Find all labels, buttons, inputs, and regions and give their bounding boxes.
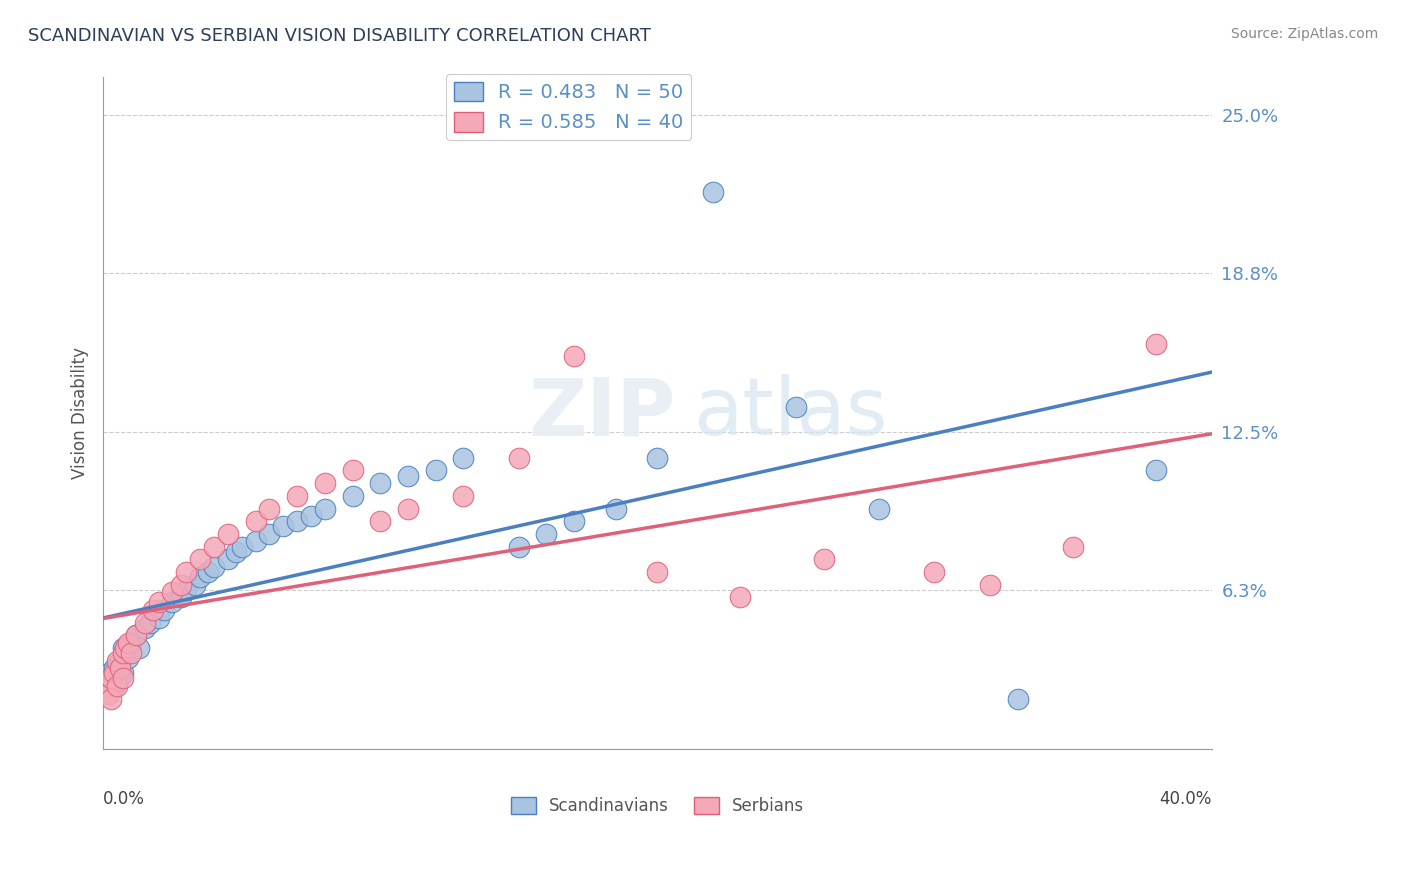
Point (285, 489, 308, 503)
Point (114, 646, 136, 660)
Point (368, 476, 391, 491)
Point (813, 552, 835, 566)
Point (197, 565, 219, 579)
Point (396, 501, 419, 516)
Point (314, 476, 336, 491)
Point (1144, 463, 1167, 477)
Point (562, 350, 585, 364)
Point (134, 615, 156, 630)
Point (170, 577, 193, 591)
Point (148, 610, 170, 624)
Point (139, 615, 162, 630)
Point (111, 640, 134, 655)
Point (188, 552, 211, 566)
Point (103, 666, 125, 681)
Point (183, 577, 205, 591)
Point (453, 489, 475, 503)
Point (174, 565, 197, 579)
Point (105, 654, 128, 668)
Point (142, 603, 165, 617)
Point (117, 651, 139, 665)
Point (342, 489, 364, 503)
Text: SCANDINAVIAN VS SERBIAN VISION DISABILITY CORRELATION CHART: SCANDINAVIAN VS SERBIAN VISION DISABILIT… (28, 27, 651, 45)
Text: ZIP: ZIP (529, 375, 675, 452)
Point (108, 669, 131, 683)
Point (134, 621, 156, 635)
Point (271, 519, 294, 533)
Point (108, 661, 131, 675)
Text: 0.0%: 0.0% (103, 789, 145, 808)
Point (924, 565, 946, 579)
Point (120, 646, 142, 660)
Point (508, 450, 530, 465)
Text: atlas: atlas (693, 375, 887, 452)
Point (647, 565, 669, 579)
Point (174, 582, 197, 597)
Point (1007, 691, 1029, 706)
Point (120, 636, 142, 650)
Point (647, 450, 669, 465)
Point (103, 679, 125, 693)
Point (97, 666, 120, 681)
Point (1062, 540, 1084, 554)
Point (105, 679, 128, 693)
Point (153, 603, 176, 617)
Point (188, 570, 211, 584)
Point (117, 636, 139, 650)
Point (396, 468, 419, 483)
Point (368, 514, 391, 528)
Point (111, 672, 134, 686)
Point (245, 514, 267, 528)
Point (314, 501, 336, 516)
Point (785, 400, 807, 414)
Point (285, 514, 308, 528)
Point (536, 526, 558, 541)
Point (128, 640, 150, 655)
Point (100, 672, 122, 686)
Point (202, 559, 225, 574)
Point (979, 577, 1001, 591)
Point (562, 514, 585, 528)
Point (105, 658, 128, 673)
Point (225, 544, 247, 558)
Legend: Scandinavians, Serbians: Scandinavians, Serbians (503, 790, 811, 822)
Point (217, 526, 239, 541)
Point (125, 628, 148, 642)
Point (108, 654, 131, 668)
Point (868, 501, 890, 516)
Point (162, 595, 184, 609)
Point (342, 463, 364, 477)
Point (105, 673, 128, 688)
Point (217, 552, 239, 566)
Point (111, 646, 134, 660)
Point (162, 585, 184, 599)
Point (111, 666, 134, 681)
Point (103, 661, 125, 675)
Point (100, 672, 122, 686)
Point (425, 463, 447, 477)
Point (299, 509, 322, 524)
Y-axis label: Vision Disability: Vision Disability (72, 347, 89, 479)
Point (245, 534, 267, 549)
Point (125, 628, 148, 642)
Point (170, 591, 193, 605)
Point (231, 540, 253, 554)
Point (259, 501, 281, 516)
Point (1144, 336, 1167, 351)
Point (259, 526, 281, 541)
Point (508, 540, 530, 554)
Text: Source: ZipAtlas.com: Source: ZipAtlas.com (1230, 27, 1378, 41)
Point (148, 595, 170, 609)
Point (453, 450, 475, 465)
Point (114, 640, 136, 655)
Point (202, 540, 225, 554)
Point (730, 591, 752, 605)
Point (97, 687, 120, 701)
Point (702, 185, 724, 199)
Point (94, 679, 117, 693)
Point (605, 501, 627, 516)
Text: 40.0%: 40.0% (1159, 789, 1212, 808)
Point (100, 691, 122, 706)
